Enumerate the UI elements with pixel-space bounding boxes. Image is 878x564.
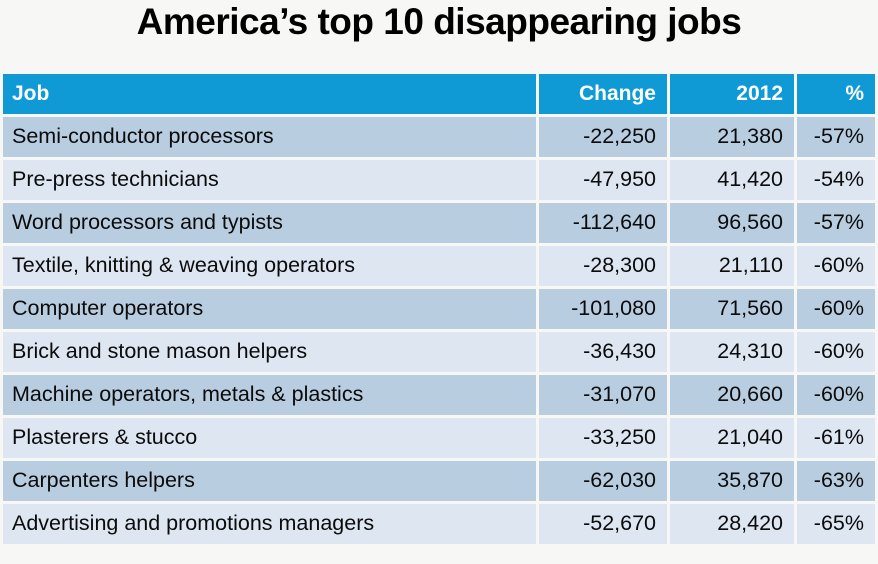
cell-change: -33,250 (539, 417, 667, 458)
cell-percent: -61% (797, 417, 875, 458)
cell-2012: 71,560 (670, 288, 794, 329)
cell-change: -52,670 (539, 503, 667, 544)
cell-job: Word processors and typists (3, 202, 536, 243)
cell-percent: -60% (797, 288, 875, 329)
cell-change: -62,030 (539, 460, 667, 501)
cell-percent: -63% (797, 460, 875, 501)
cell-change: -101,080 (539, 288, 667, 329)
cell-percent: -60% (797, 374, 875, 415)
column-header-change: Change (539, 73, 667, 114)
cell-change: -36,430 (539, 331, 667, 372)
cell-change: -47,950 (539, 159, 667, 200)
cell-job: Pre-press technicians (3, 159, 536, 200)
cell-job: Advertising and promotions managers (3, 503, 536, 544)
table-row: Machine operators, metals & plastics -31,… (3, 374, 875, 415)
cell-job: Computer operators (3, 288, 536, 329)
cell-percent: -60% (797, 245, 875, 286)
cell-job: Plasterers & stucco (3, 417, 536, 458)
cell-2012: 24,310 (670, 331, 794, 372)
cell-percent: -57% (797, 202, 875, 243)
page-title: America’s top 10 disappearing jobs (136, 1, 742, 42)
table-row: Word processors and typists -112,640 96,56… (3, 202, 875, 243)
cell-2012: 20,660 (670, 374, 794, 415)
column-header-2012: 2012 (670, 73, 794, 114)
cell-change: -28,300 (539, 245, 667, 286)
cell-job: Textile, knitting & weaving operators (3, 245, 536, 286)
cell-percent: -54% (797, 159, 875, 200)
table-row: Plasterers & stucco -33,250 21,040 -61% (3, 417, 875, 458)
slide: America’s top 10 disappearing jobs Job Ch… (0, 1, 878, 547)
column-header-job: Job (3, 73, 536, 114)
cell-2012: 41,420 (670, 159, 794, 200)
cell-change: -31,070 (539, 374, 667, 415)
cell-job: Carpenters helpers (3, 460, 536, 501)
cell-percent: -57% (797, 116, 875, 157)
column-header-percent: % (797, 73, 875, 114)
cell-job: Brick and stone mason helpers (3, 331, 536, 372)
cell-change: -22,250 (539, 116, 667, 157)
cell-2012: 21,380 (670, 116, 794, 157)
cell-2012: 21,110 (670, 245, 794, 286)
cell-job: Machine operators, metals & plastics (3, 374, 536, 415)
header-row: Job Change 2012% (3, 73, 875, 114)
cell-2012: 28,420 (670, 503, 794, 544)
cell-change: -112,640 (539, 202, 667, 243)
table-row: Textile, knitting & weaving operators -28… (3, 245, 875, 286)
table-row: Advertising and promotions managers -52,6… (3, 503, 875, 544)
cell-2012: 21,040 (670, 417, 794, 458)
cell-job: Semi-conductor processors (3, 116, 536, 157)
table-row: Carpenters helpers -62,030 35,870 -63% (3, 460, 875, 501)
cell-percent: -65% (797, 503, 875, 544)
cell-percent: -60% (797, 331, 875, 372)
cell-2012: 35,870 (670, 460, 794, 501)
table-row: Pre-press technicians -47,950 41,420 -54% (3, 159, 875, 200)
table-row: Semi-conductor processors -22,250 21,380 -5… (3, 116, 875, 157)
table-row: Computer operators -101,080 71,560 -60% (3, 288, 875, 329)
table-row: Brick and stone mason helpers -36,430 24,3… (3, 331, 875, 372)
cell-2012: 96,560 (670, 202, 794, 243)
jobs-table: Job Change 2012% Semi-conductor processors… (0, 71, 878, 547)
